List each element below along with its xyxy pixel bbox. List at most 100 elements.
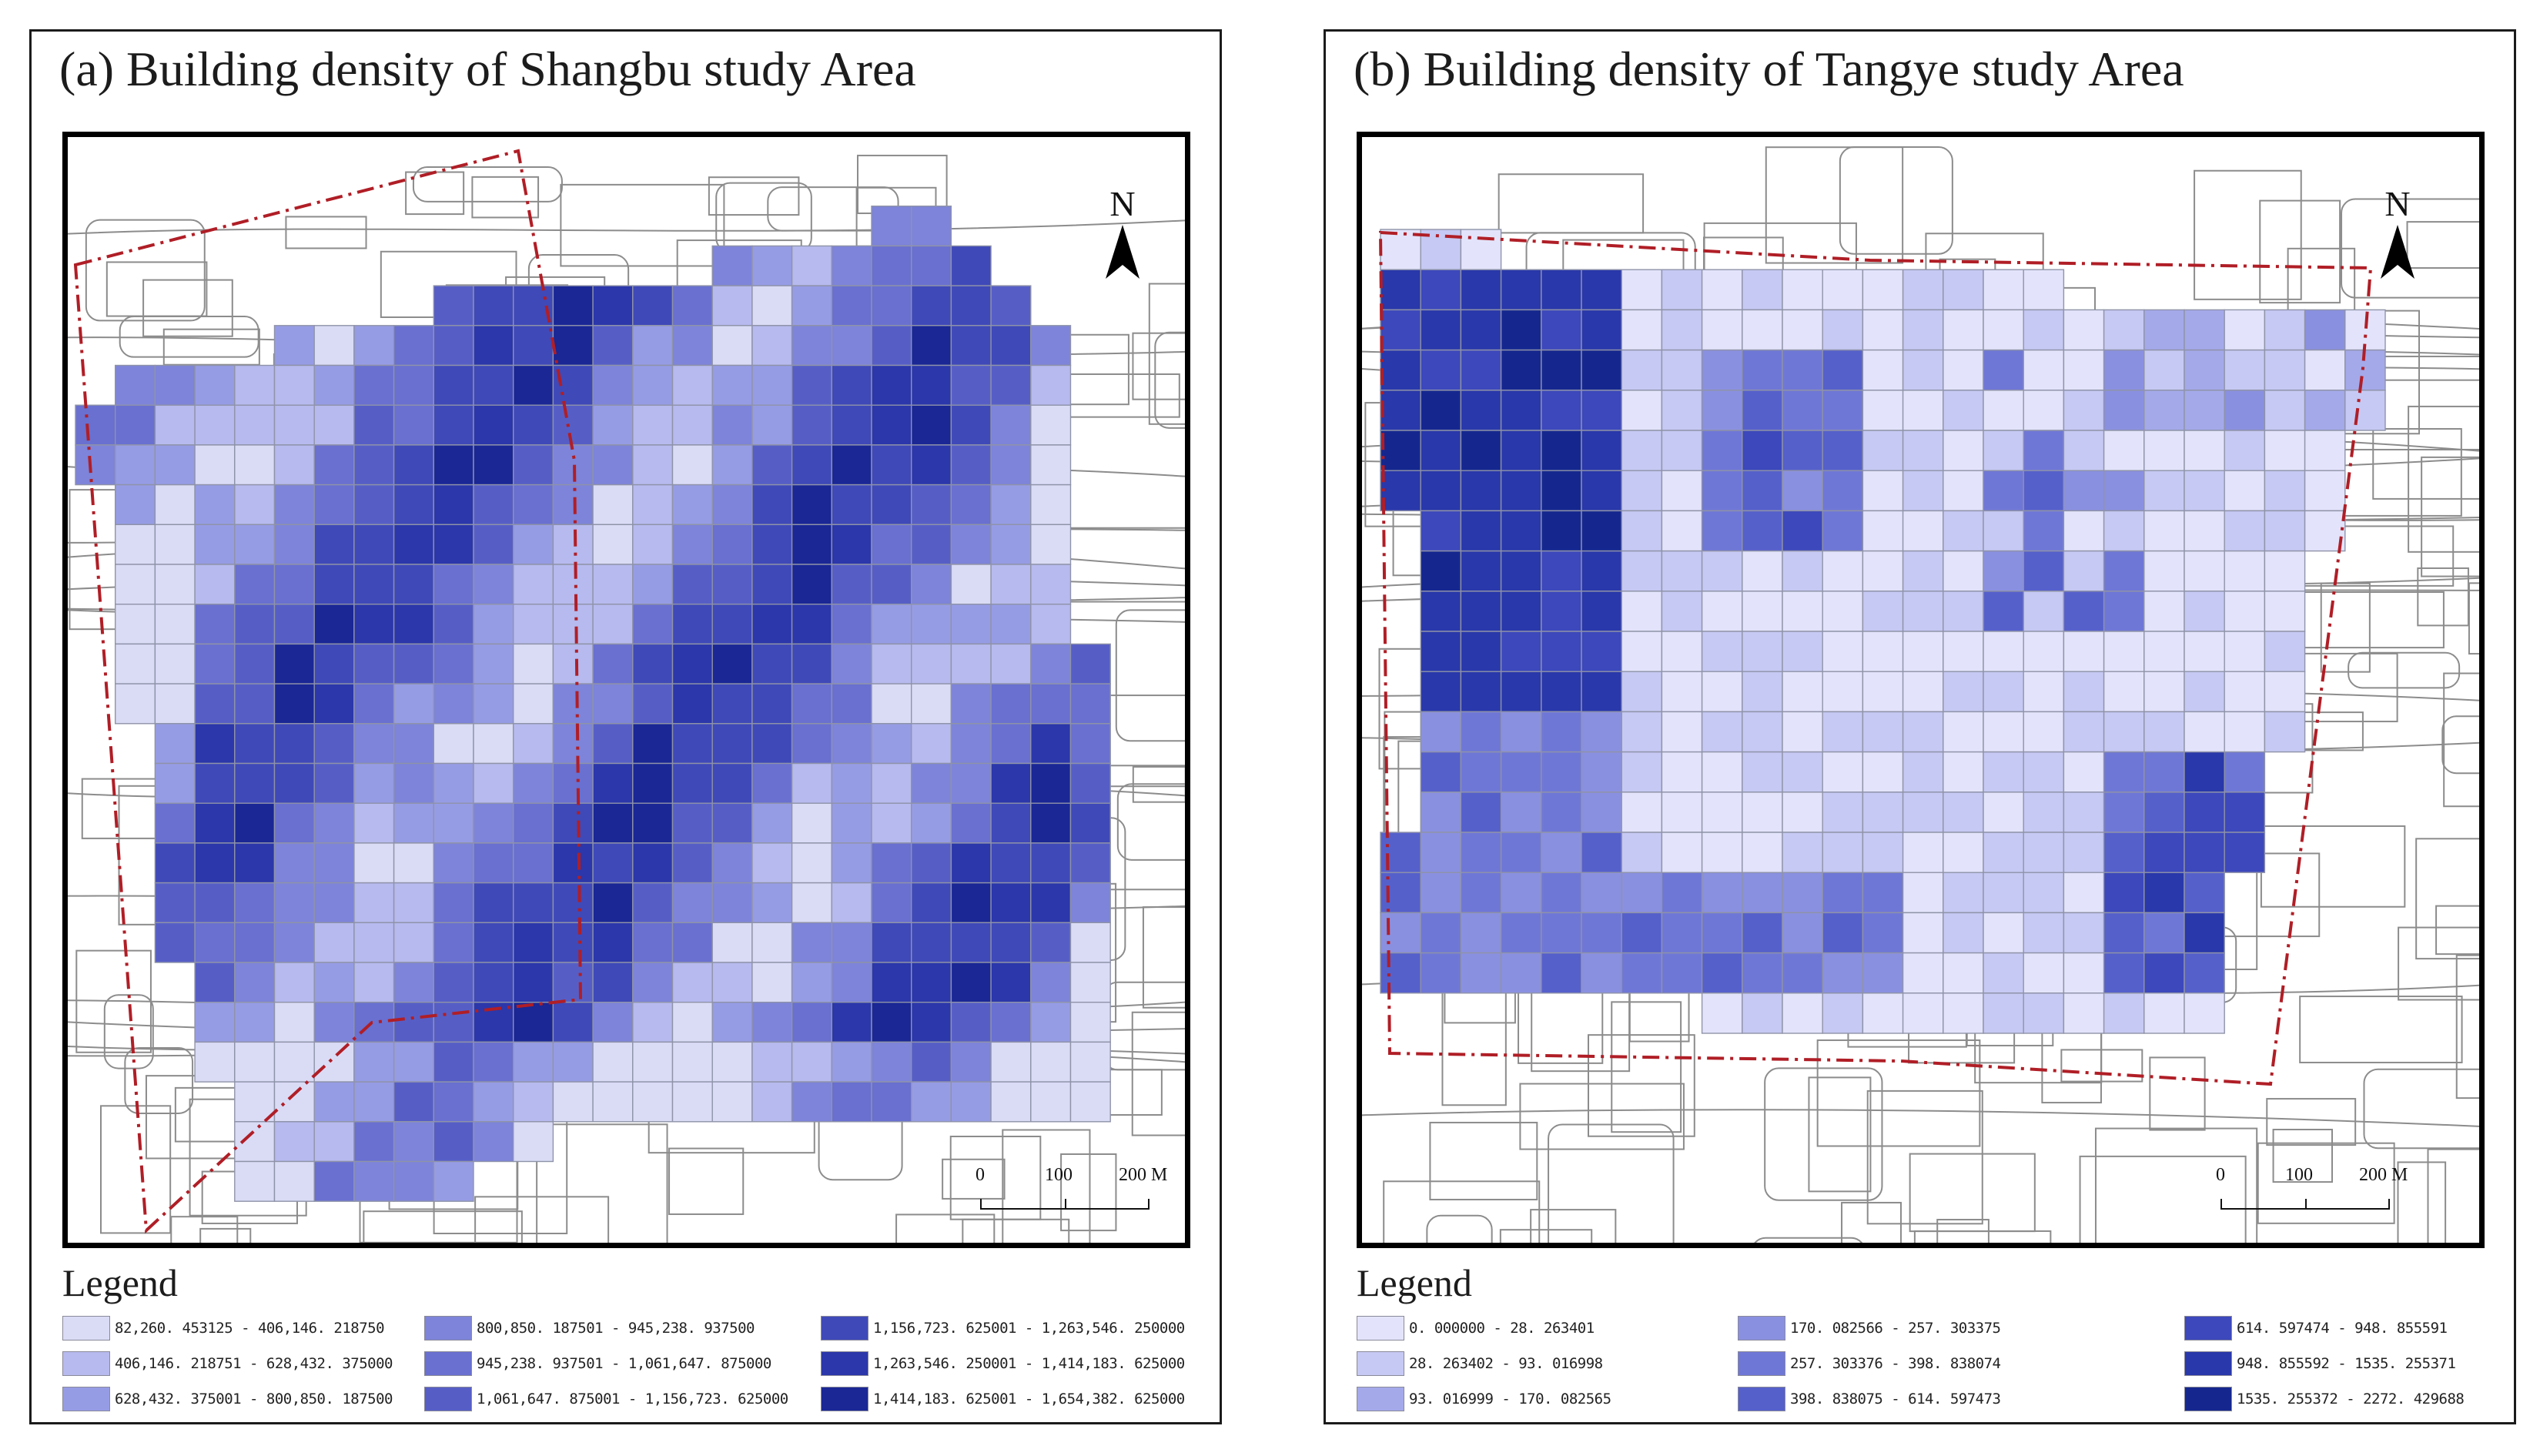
- grid-cell: [632, 643, 674, 684]
- grid-cell: [273, 484, 315, 526]
- grid-cell: [1701, 510, 1743, 552]
- grid-cell: [910, 723, 952, 765]
- grid-cell: [592, 962, 634, 1003]
- grid-cell: [313, 683, 355, 725]
- grid-cell: [831, 325, 872, 367]
- grid-cell: [632, 484, 674, 526]
- grid-cell: [1030, 802, 1072, 844]
- grid-cell: [1581, 872, 1622, 914]
- basemap-road: [1362, 1109, 2479, 1127]
- grid-cell: [273, 1041, 315, 1083]
- legend-item: 257. 303376 - 398. 838074: [1738, 1348, 2001, 1379]
- grid-cell: [194, 1041, 236, 1083]
- grid-cell: [2344, 309, 2386, 351]
- grid-cell: [1661, 591, 1703, 632]
- grid-cell: [1500, 792, 1542, 833]
- basemap-block: [285, 216, 367, 249]
- grid-cell: [1460, 430, 1502, 471]
- basemap-block: [1913, 1230, 2052, 1243]
- grid-cell: [1420, 470, 1462, 512]
- legend-swatch: [424, 1316, 472, 1341]
- grid-cell: [910, 1001, 952, 1043]
- study-area-boundary: [73, 149, 583, 1234]
- grid-cell: [1983, 671, 2024, 713]
- legend-label: 1,414,183. 625001 - 1,654,382. 625000: [873, 1391, 1185, 1407]
- grid-cell: [1862, 349, 1904, 391]
- grid-cell: [1420, 269, 1462, 311]
- grid-cell: [2184, 912, 2225, 954]
- grid-cell: [990, 723, 1032, 765]
- grid-cell: [831, 404, 872, 446]
- grid-cell: [2063, 309, 2105, 351]
- grid-cell: [1581, 912, 1622, 954]
- grid-cell: [751, 643, 793, 684]
- grid-cell: [592, 683, 634, 725]
- grid-cell: [2023, 470, 2065, 512]
- grid-cell: [2264, 671, 2306, 713]
- grid-cell: [1661, 550, 1703, 592]
- grid-cell: [1782, 390, 1823, 431]
- grid-cell: [2304, 390, 2346, 431]
- grid-cell: [2023, 631, 2065, 672]
- grid-cell: [1030, 404, 1072, 446]
- grid-cell: [1420, 591, 1462, 632]
- grid-cell: [393, 842, 435, 884]
- grid-cell: [194, 404, 236, 446]
- grid-cell: [353, 683, 395, 725]
- basemap-block: [1131, 1011, 1185, 1136]
- grid-cell: [592, 604, 634, 645]
- grid-cell: [273, 364, 315, 406]
- grid-cell: [1460, 912, 1502, 954]
- grid-cell: [1983, 751, 2024, 793]
- grid-cell: [393, 1081, 435, 1123]
- grid-cell: [1902, 711, 1944, 753]
- grid-cell: [194, 802, 236, 844]
- legend-label: 170. 082566 - 257. 303375: [1790, 1320, 2001, 1337]
- grid-cell: [234, 882, 276, 923]
- grid-cell: [751, 444, 793, 486]
- legend-swatch: [424, 1387, 472, 1411]
- grid-cell: [1782, 430, 1823, 471]
- grid-cell: [1701, 711, 1743, 753]
- grid-cell: [950, 683, 992, 725]
- grid-cell: [711, 524, 753, 565]
- grid-cell: [831, 842, 872, 884]
- legend-item: 93. 016999 - 170. 082565: [1357, 1384, 1611, 1414]
- grid-cell: [751, 1081, 793, 1123]
- basemap-block: [2266, 1098, 2357, 1146]
- grid-cell: [632, 285, 674, 326]
- grid-cell: [473, 1041, 514, 1083]
- grid-cell: [910, 285, 952, 326]
- grid-cell: [1621, 872, 1663, 914]
- grid-cell: [910, 1081, 952, 1123]
- grid-cell: [1380, 470, 1421, 512]
- grid-cell: [910, 802, 952, 844]
- grid-cell: [632, 723, 674, 765]
- grid-cell: [1943, 470, 1984, 512]
- grid-cell: [1902, 349, 1944, 391]
- grid-cell: [1581, 711, 1622, 753]
- grid-cell: [2143, 792, 2185, 833]
- grid-cell: [234, 1081, 276, 1123]
- grid-cell: [831, 882, 872, 923]
- grid-cell: [990, 564, 1032, 605]
- grid-cell: [2063, 992, 2105, 1034]
- grid-cell: [711, 842, 753, 884]
- grid-cell: [2224, 349, 2266, 391]
- basemap-block: [2272, 1129, 2334, 1183]
- grid-cell: [234, 604, 276, 645]
- grid-cell: [2264, 390, 2306, 431]
- grid-cell: [910, 762, 952, 804]
- grid-cell: [671, 524, 713, 565]
- basemap-block: [1060, 1153, 1117, 1232]
- grid-cell: [671, 723, 713, 765]
- grid-cell: [671, 1081, 713, 1123]
- legend: 0. 000000 - 28. 263401 28. 263402 - 93. 0…: [1357, 1313, 2496, 1421]
- grid-cell: [433, 1121, 474, 1163]
- grid-cell: [1621, 832, 1663, 873]
- scale-tick: 100: [2285, 1165, 2313, 1185]
- grid-cell: [2184, 952, 2225, 994]
- grid-cell: [393, 882, 435, 923]
- grid-cell: [313, 484, 355, 526]
- grid-cell: [711, 364, 753, 406]
